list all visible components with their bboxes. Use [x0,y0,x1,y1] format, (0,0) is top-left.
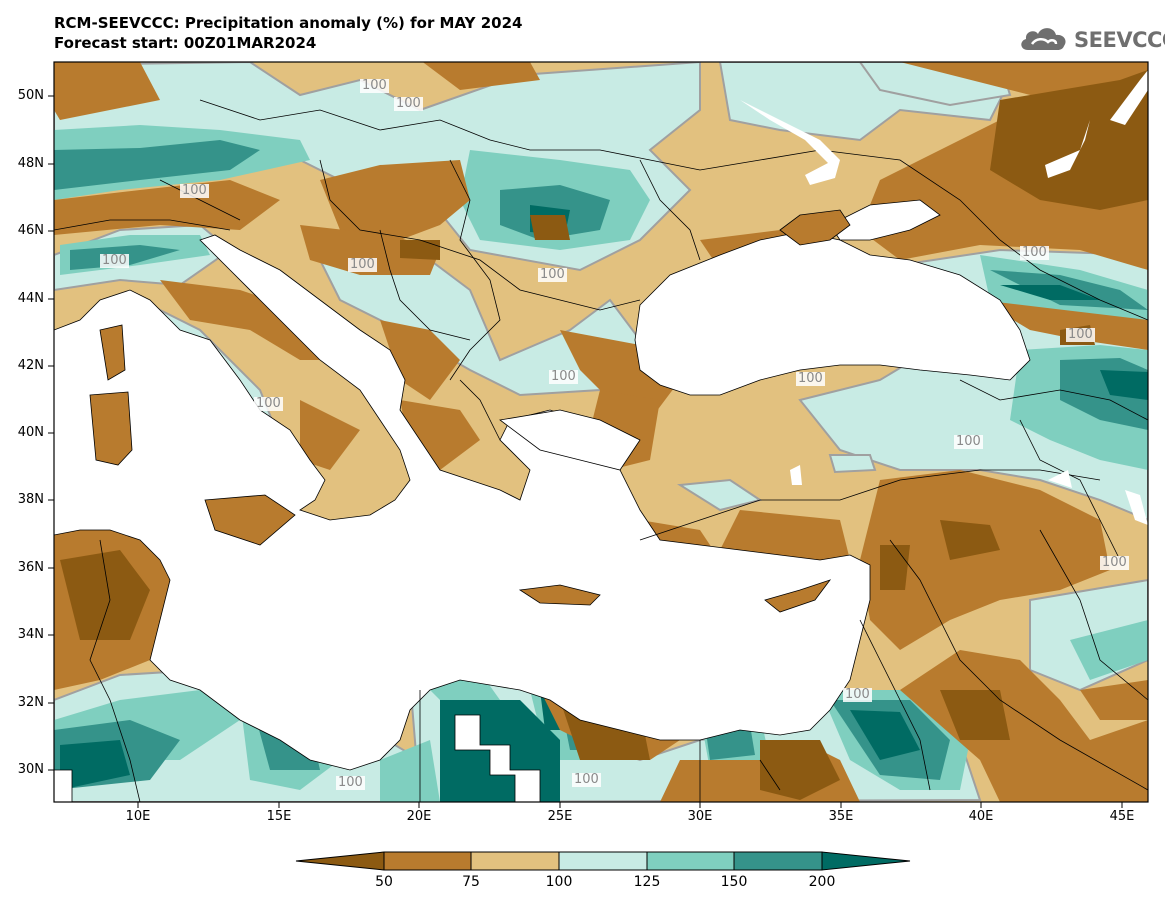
contour-label: 100 [254,396,283,411]
seevccc-logo: SEEVCCC [1018,22,1165,58]
colorbar-100-125 [558,851,648,871]
lat-label: 40N [17,425,44,440]
contour-label: 100 [336,775,365,790]
colorbar-below-50 [295,851,385,871]
crete [518,584,601,606]
lat-label: 36N [17,560,44,575]
map-frame [53,61,1149,803]
lon-label: 40E [968,809,994,824]
contour-label: 100 [394,96,423,111]
lat-label: 32N [17,695,44,710]
lat-label: 30N [17,762,44,777]
contour-label: 100 [1020,245,1049,260]
lat-label: 34N [17,627,44,642]
country-borders [54,99,1148,802]
colorbar-label: 125 [633,874,661,890]
contour-label: 100 [360,78,389,93]
contour-label: 100 [572,772,601,787]
lat-label: 46N [17,223,44,238]
contour-label: 100 [100,253,129,268]
colorbar-label: 150 [720,874,748,890]
colorbar-50-75 [383,851,472,871]
axis-ticks [48,95,1123,808]
colorbar-75-100 [470,851,560,871]
sicily [204,494,296,546]
colorbar-label: 200 [808,874,836,890]
lon-label: 45E [1109,809,1135,824]
contour-label: 100 [1066,327,1095,342]
corsica [99,324,126,381]
colorbar-150-200 [733,851,823,871]
forecast-start: Forecast start: 00Z01MAR2024 [54,34,317,52]
lat-label: 38N [17,492,44,507]
lon-label: 20E [406,809,432,824]
lon-label: 30E [687,809,713,824]
colorbar-label: 50 [375,874,393,890]
contour-label: 100 [954,434,983,449]
contour-label: 100 [538,267,567,282]
logo-text: SEEVCCC [1074,28,1165,52]
contour-label: 100 [796,371,825,386]
sardinia [89,391,133,466]
lat-label: 48N [17,156,44,171]
colorbar-125-150 [646,851,735,871]
colorbar [295,851,911,871]
lat-label: 44N [17,291,44,306]
cloud-icon [1021,28,1066,50]
colorbar-label: 100 [545,874,573,890]
lon-label: 15E [266,809,292,824]
contour-label: 100 [348,257,377,272]
cyprus [764,579,832,613]
lon-label: 10E [125,809,151,824]
lat-label: 42N [17,358,44,373]
contour-label: 100 [549,369,578,384]
lon-label: 25E [547,809,573,824]
lon-label: 35E [828,809,854,824]
crimea [779,209,851,246]
lat-label: 50N [17,88,44,103]
contour-label: 100 [1100,555,1129,570]
sea-of-azov [829,199,941,241]
contour-label: 100 [180,183,209,198]
white-streaks [740,70,1148,525]
colorbar-above-200 [821,851,911,871]
map-title: RCM-SEEVCCC: Precipitation anomaly (%) f… [54,14,523,32]
islands [89,209,851,613]
sea-areas [54,199,1031,802]
colorbar-label: 75 [462,874,480,890]
contour-label: 100 [843,687,872,702]
